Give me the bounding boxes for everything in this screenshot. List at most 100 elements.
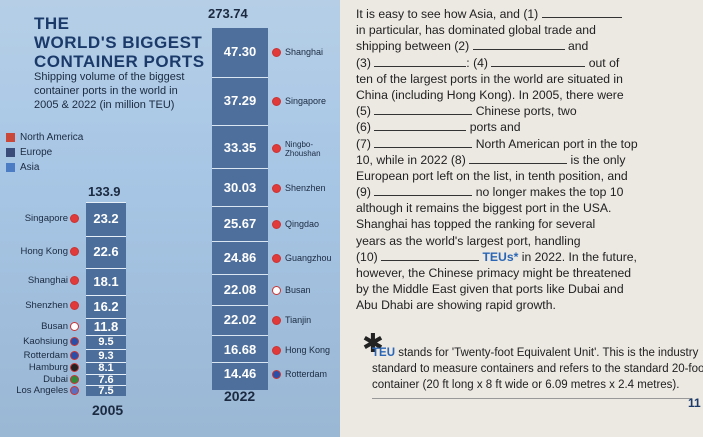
port-2005-label: Shanghai [27, 275, 68, 287]
port-2022-label: Busan [285, 285, 311, 295]
blank-6[interactable] [374, 120, 467, 132]
teus-term: TEUs* [482, 249, 519, 264]
footnote-teu-term: TEU [372, 347, 395, 359]
bar-2005 [86, 374, 126, 386]
bar-2022-divider [212, 76, 268, 78]
china-flag-icon [272, 48, 281, 57]
bar-2005-value: 8.1 [98, 362, 114, 375]
bar-2022-value: 37.29 [223, 93, 257, 108]
legend-item: Asia [6, 160, 83, 175]
china-flag-icon [272, 316, 281, 325]
bar-2005 [86, 294, 126, 319]
bar-2005-value: 9.5 [98, 336, 114, 349]
exercise-text: It is easy to see how Asia, and (1) in p… [350, 0, 703, 437]
port-2022-label: Hong Kong [285, 345, 331, 355]
bar-2005 [86, 202, 126, 236]
port-2022-label: Shenzhen [285, 183, 326, 193]
total-2005: 133.9 [88, 184, 121, 199]
blank-8[interactable] [469, 153, 568, 164]
blank-4[interactable] [491, 56, 586, 67]
bar-2022-divider [212, 362, 268, 363]
blank-7[interactable] [374, 137, 473, 148]
legend: North America Europe Asia [6, 130, 83, 175]
china-flag-icon [70, 276, 79, 286]
legend-swatch-europe [6, 148, 15, 157]
blank-9[interactable] [374, 185, 473, 197]
port-2022-label: Guangzhou [285, 253, 332, 263]
bar-2005 [86, 348, 126, 363]
bar-2005-value: 16.2 [93, 298, 119, 314]
port-2005-label: Hong Kong [20, 245, 68, 257]
bar-2005-value: 18.1 [93, 273, 119, 289]
bar-2005 [86, 318, 126, 336]
singapore-flag-icon [70, 213, 79, 223]
bar-2022-value: 47.30 [223, 44, 257, 59]
port-2005-label: Hamburg [28, 362, 68, 374]
bar-2005-value: 11.8 [93, 319, 119, 335]
port-2022-label: Singapore [285, 96, 327, 106]
port-2022-label: Ningbo-Zhoushan [285, 140, 321, 158]
bar-2022-value: 33.35 [223, 140, 257, 155]
port-2005-label: Dubai [43, 373, 68, 385]
total-2022: 273.74 [208, 6, 248, 21]
bar-2005 [86, 235, 126, 269]
footnote: TEU stands for 'Twenty-foot Equivalent U… [372, 347, 703, 391]
bar-2022-divider [212, 241, 268, 242]
bar-2022-value: 22.02 [223, 312, 257, 327]
bar-2005-value: 7.6 [98, 373, 114, 386]
china-flag-icon [272, 220, 281, 229]
infographic-subtitle: Shipping volume of the biggest container… [34, 71, 185, 111]
port-2005-label: Kaohsiung [23, 336, 68, 348]
year-2005-label: 2005 [92, 402, 124, 418]
bar-2022-divider [212, 335, 268, 336]
bar-2022-value: 22.08 [223, 282, 257, 297]
china-flag-icon [272, 254, 281, 263]
port-2022-label: Tianjin [285, 315, 312, 325]
blank-5[interactable] [374, 104, 473, 116]
port-2005-label: Busan [41, 320, 68, 332]
bar-2022-divider [212, 168, 268, 169]
china-flag-icon [272, 144, 281, 153]
south-korea-flag-icon [70, 321, 79, 331]
asterisk-icon: ✱ [362, 328, 384, 358]
uae-flag-icon [70, 374, 79, 384]
bar-2022-divider [212, 274, 268, 275]
port-2022-label: Shanghai [285, 47, 324, 57]
cloze-paragraph: It is easy to see how Asia, and (1) in p… [356, 7, 638, 313]
bar-2022-value: 16.68 [223, 342, 257, 357]
china-flag-icon [70, 301, 79, 311]
taiwan-flag-icon [70, 337, 79, 347]
netherlands-flag-icon [70, 350, 79, 360]
year-2022-label: 2022 [224, 388, 256, 404]
bar-2005 [86, 268, 126, 295]
blank-3[interactable] [374, 56, 467, 67]
bar-2022-divider [212, 206, 268, 207]
legend-item: North America [6, 130, 83, 145]
bar-2005 [86, 362, 126, 375]
bar-2022-divider [212, 124, 268, 126]
bar-2022-divider [212, 305, 268, 306]
port-2005-label: Shenzhen [25, 300, 68, 312]
blank-10[interactable] [381, 250, 480, 261]
page-number: 11 [688, 396, 701, 410]
usa-flag-icon [70, 385, 79, 395]
bar-2005 [86, 385, 126, 396]
hong-kong-flag-icon [70, 246, 79, 256]
port-2005-label: Singapore [24, 212, 68, 224]
container-ports-infographic: THE WORLD'S BIGGEST CONTAINER PORTS Ship… [0, 0, 340, 437]
port-2022-label: Rotterdam [285, 369, 328, 379]
bar-2022-value: 25.67 [223, 216, 257, 231]
legend-swatch-asia [6, 163, 15, 172]
china-flag-icon [272, 184, 281, 193]
bar-2022-value: 30.03 [223, 180, 257, 195]
blank-2[interactable] [472, 39, 565, 51]
bar-2005-value: 9.3 [98, 349, 114, 362]
footnote-divider [372, 398, 692, 399]
port-2022-label: Qingdao [285, 219, 320, 229]
hong-kong-flag-icon [272, 346, 281, 355]
bar-2005 [86, 335, 126, 349]
bar-2005-value: 23.2 [93, 211, 119, 227]
south-korea-flag-icon [272, 286, 281, 295]
blank-1[interactable] [541, 7, 622, 18]
legend-swatch-north-america [6, 133, 15, 142]
